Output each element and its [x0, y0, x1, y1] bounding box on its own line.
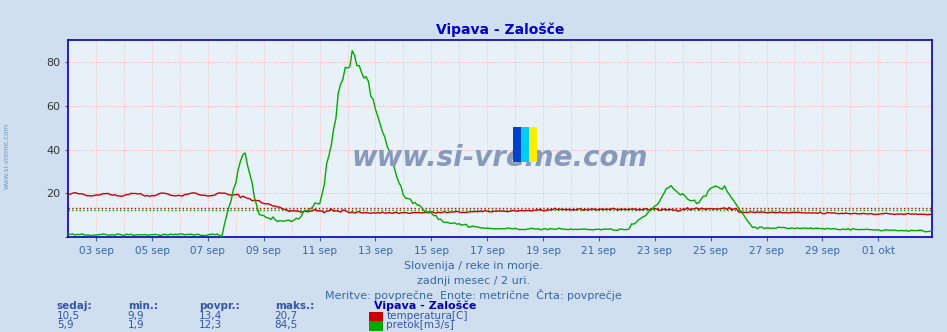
- Bar: [513, 127, 525, 162]
- Text: min.:: min.:: [128, 301, 158, 311]
- Text: Slovenija / reke in morje.: Slovenija / reke in morje.: [404, 261, 543, 271]
- Text: 20,7: 20,7: [275, 311, 297, 321]
- Polygon shape: [522, 127, 528, 162]
- Text: www.si-vreme.com: www.si-vreme.com: [351, 144, 649, 172]
- Text: 12,3: 12,3: [199, 320, 223, 330]
- Text: 13,4: 13,4: [199, 311, 223, 321]
- Text: 5,9: 5,9: [57, 320, 74, 330]
- Bar: [513, 127, 537, 162]
- Text: Meritve: povprečne  Enote: metrične  Črta: povprečje: Meritve: povprečne Enote: metrične Črta:…: [325, 290, 622, 301]
- Text: temperatura[C]: temperatura[C]: [386, 311, 468, 321]
- Text: povpr.:: povpr.:: [199, 301, 240, 311]
- Text: www.si-vreme.com: www.si-vreme.com: [4, 123, 9, 189]
- Text: sedaj:: sedaj:: [57, 301, 93, 311]
- Text: zadnji mesec / 2 uri.: zadnji mesec / 2 uri.: [417, 276, 530, 286]
- Text: 1,9: 1,9: [128, 320, 145, 330]
- Text: 9,9: 9,9: [128, 311, 145, 321]
- Title: Vipava - Zalošče: Vipava - Zalošče: [436, 23, 564, 37]
- Text: 10,5: 10,5: [57, 311, 80, 321]
- Text: pretok[m3/s]: pretok[m3/s]: [386, 320, 455, 330]
- Text: 84,5: 84,5: [275, 320, 298, 330]
- Text: maks.:: maks.:: [275, 301, 313, 311]
- Text: Vipava - Zalošče: Vipava - Zalošče: [374, 301, 476, 311]
